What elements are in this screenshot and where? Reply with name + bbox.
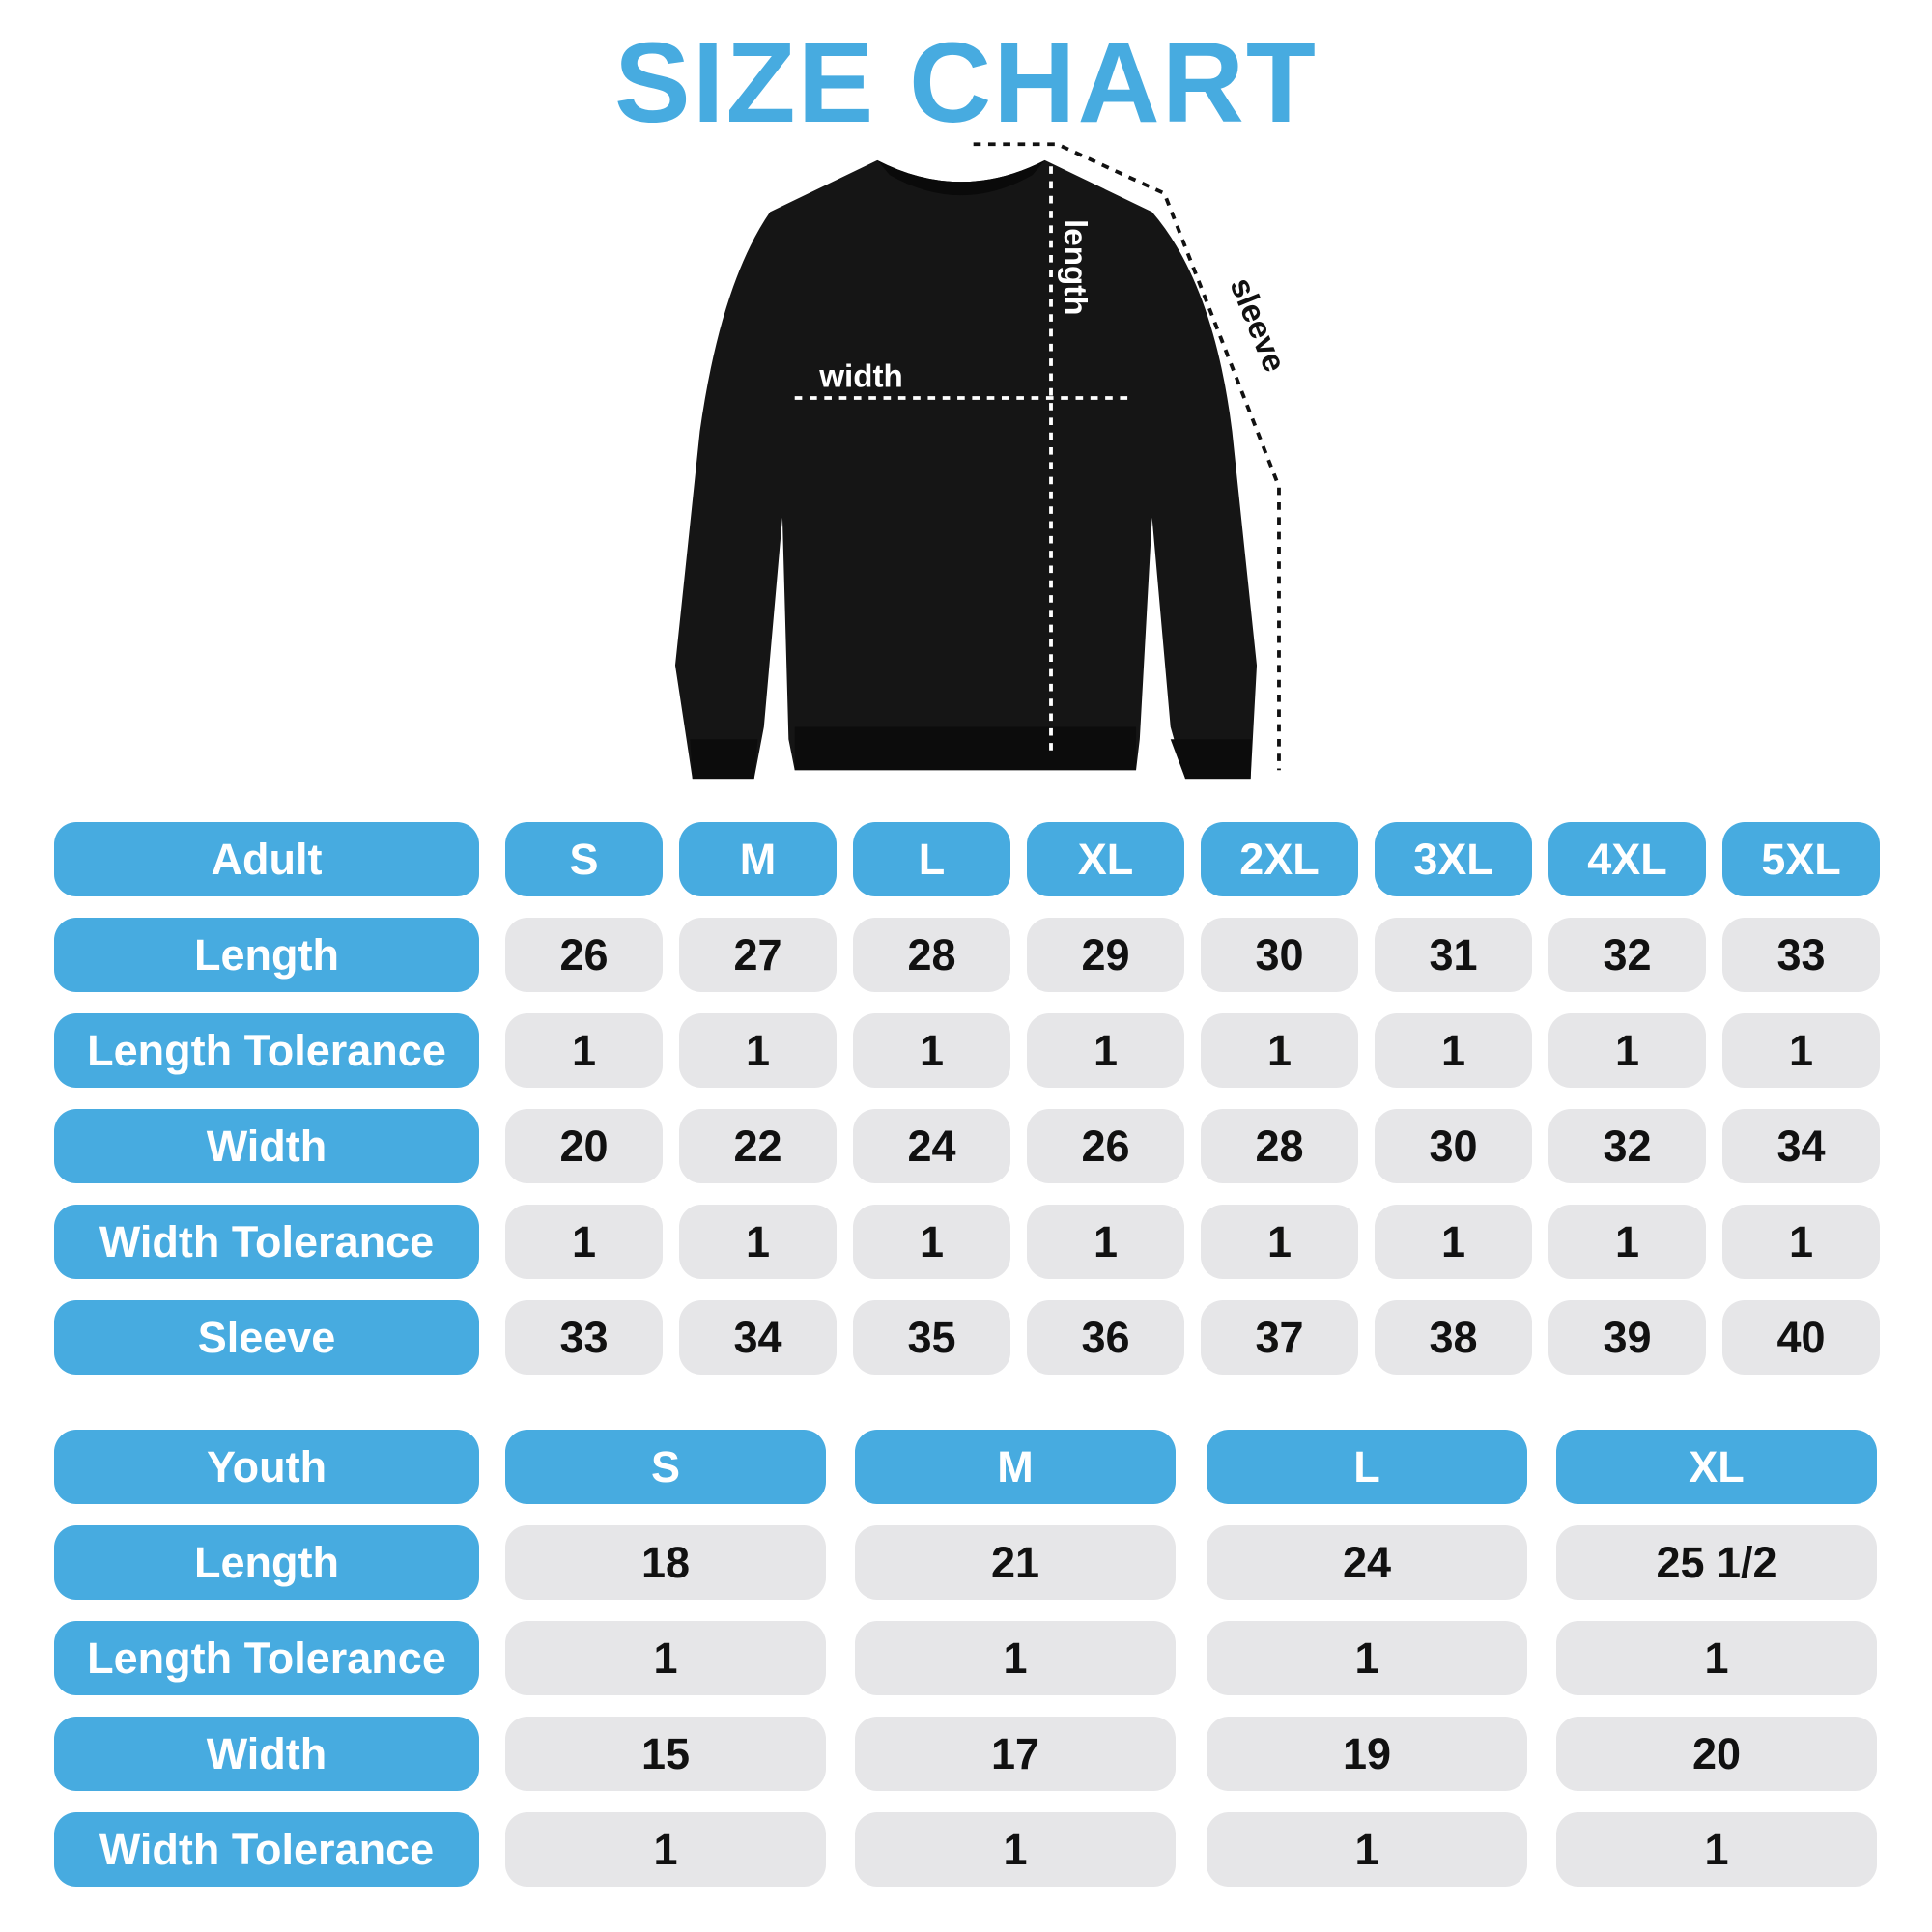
adult-size-header: 4XL	[1548, 822, 1706, 896]
adult-value-cell: 1	[1027, 1013, 1184, 1088]
adult-header-label: Adult	[54, 822, 479, 896]
adult-value-cell: 39	[1548, 1300, 1706, 1375]
adult-value-cell: 20	[505, 1109, 663, 1183]
adult-value-cell: 24	[853, 1109, 1010, 1183]
adult-value-cell: 1	[505, 1205, 663, 1279]
adult-value-cell: 27	[679, 918, 837, 992]
page-title: SIZE CHART	[614, 19, 1318, 147]
adult-row-label: Width	[54, 1109, 479, 1183]
adult-value-cell: 26	[1027, 1109, 1184, 1183]
adult-row-label: Sleeve	[54, 1300, 479, 1375]
youth-value-cell: 19	[1207, 1717, 1527, 1791]
youth-value-cell: 17	[855, 1717, 1176, 1791]
youth-value-cell: 1	[1207, 1812, 1527, 1887]
youth-value-cell: 24	[1207, 1525, 1527, 1600]
adult-value-cell: 1	[1201, 1205, 1358, 1279]
adult-value-cell: 22	[679, 1109, 837, 1183]
youth-value-cell: 1	[1556, 1812, 1877, 1887]
youth-value-cell: 1	[505, 1812, 826, 1887]
collar	[877, 159, 1045, 196]
youth-row-label: Width	[54, 1717, 479, 1791]
adult-value-cell: 32	[1548, 918, 1706, 992]
adult-value-cell: 40	[1722, 1300, 1880, 1375]
adult-size-header: S	[505, 822, 663, 896]
youth-value-cell: 21	[855, 1525, 1176, 1600]
youth-size-header: L	[1207, 1430, 1527, 1504]
adult-value-cell: 33	[505, 1300, 663, 1375]
adult-value-cell: 35	[853, 1300, 1010, 1375]
hem-band	[794, 726, 1137, 771]
youth-row-label: Width Tolerance	[54, 1812, 479, 1887]
youth-value-cell: 20	[1556, 1717, 1877, 1791]
width-label: width	[818, 359, 903, 395]
adult-value-cell: 28	[1201, 1109, 1358, 1183]
adult-value-cell: 1	[1201, 1013, 1358, 1088]
adult-value-cell: 33	[1722, 918, 1880, 992]
adult-value-cell: 31	[1375, 918, 1532, 992]
adult-value-cell: 26	[505, 918, 663, 992]
adult-value-cell: 29	[1027, 918, 1184, 992]
sleeve-measure-line	[973, 142, 1281, 771]
adult-value-cell: 1	[1722, 1205, 1880, 1279]
adult-value-cell: 34	[1722, 1109, 1880, 1183]
adult-size-header: XL	[1027, 822, 1184, 896]
adult-value-cell: 32	[1548, 1109, 1706, 1183]
adult-size-header: 3XL	[1375, 822, 1532, 896]
adult-value-cell: 1	[1548, 1013, 1706, 1088]
adult-value-cell: 1	[1722, 1013, 1880, 1088]
adult-value-cell: 38	[1375, 1300, 1532, 1375]
youth-size-header: XL	[1556, 1430, 1877, 1504]
adult-size-header: 5XL	[1722, 822, 1880, 896]
youth-value-cell: 1	[505, 1621, 826, 1695]
youth-header-label: Youth	[54, 1430, 479, 1504]
adult-value-cell: 36	[1027, 1300, 1184, 1375]
adult-value-cell: 34	[679, 1300, 837, 1375]
adult-value-cell: 1	[679, 1205, 837, 1279]
cuffs	[690, 739, 1252, 780]
adult-value-cell: 30	[1201, 918, 1358, 992]
youth-size-header: M	[855, 1430, 1176, 1504]
adult-value-cell: 1	[1375, 1205, 1532, 1279]
adult-value-cell: 1	[1548, 1205, 1706, 1279]
adult-value-cell: 1	[853, 1205, 1010, 1279]
length-label: length	[1057, 219, 1093, 315]
adult-size-header: M	[679, 822, 837, 896]
adult-value-cell: 28	[853, 918, 1010, 992]
adult-row-label: Length	[54, 918, 479, 992]
adult-value-cell: 1	[1375, 1013, 1532, 1088]
youth-value-cell: 1	[1207, 1621, 1527, 1695]
youth-row-label: Length Tolerance	[54, 1621, 479, 1695]
adult-value-cell: 30	[1375, 1109, 1532, 1183]
youth-value-cell: 18	[505, 1525, 826, 1600]
youth-row-label: Length	[54, 1525, 479, 1600]
youth-value-cell: 1	[1556, 1621, 1877, 1695]
youth-size-header: S	[505, 1430, 826, 1504]
youth-value-cell: 1	[855, 1621, 1176, 1695]
youth-value-cell: 15	[505, 1717, 826, 1791]
youth-value-cell: 1	[855, 1812, 1176, 1887]
sweater-image	[674, 159, 1258, 780]
adult-value-cell: 37	[1201, 1300, 1358, 1375]
sleeve-label: sleeve	[1223, 273, 1293, 378]
adult-size-header: L	[853, 822, 1010, 896]
youth-value-cell: 25 1/2	[1556, 1525, 1877, 1600]
adult-value-cell: 1	[679, 1013, 837, 1088]
adult-value-cell: 1	[1027, 1205, 1184, 1279]
adult-size-header: 2XL	[1201, 822, 1358, 896]
adult-value-cell: 1	[505, 1013, 663, 1088]
adult-row-label: Width Tolerance	[54, 1205, 479, 1279]
adult-row-label: Length Tolerance	[54, 1013, 479, 1088]
adult-value-cell: 1	[853, 1013, 1010, 1088]
